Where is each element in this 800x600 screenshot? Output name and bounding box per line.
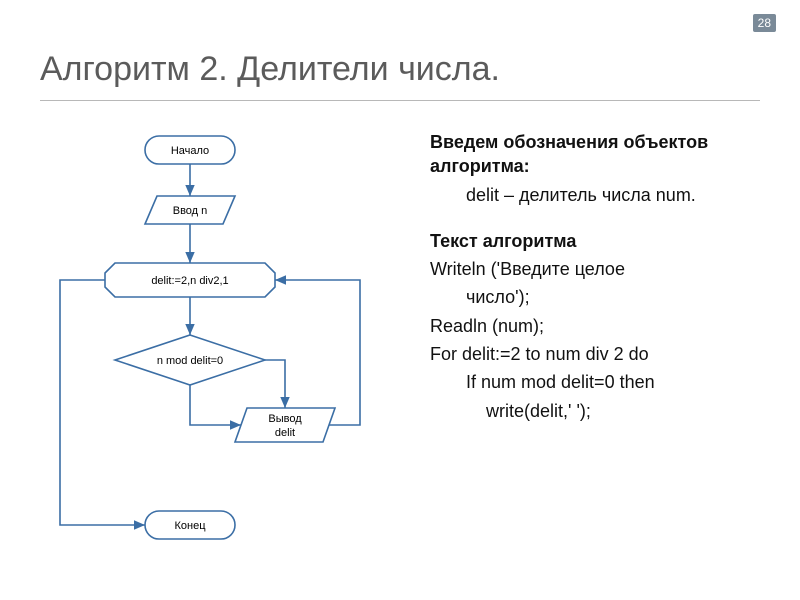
flow-node-end: Конец bbox=[145, 511, 235, 539]
algo-line-2: Readln (num); bbox=[430, 314, 760, 338]
algo-line-4: If num mod delit=0 then bbox=[430, 370, 760, 394]
page-number: 28 bbox=[753, 14, 776, 32]
notation-line: delit – делитель числа num. bbox=[430, 183, 760, 207]
algo-line-1a: Writeln ('Введите целое bbox=[430, 257, 760, 281]
algorithm-text: Введем обозначения объектов алгоритма: d… bbox=[430, 130, 760, 427]
svg-text:Начало: Начало bbox=[171, 145, 209, 157]
svg-text:Конец: Конец bbox=[174, 520, 206, 532]
title-rule bbox=[40, 100, 760, 101]
svg-text:Вывод: Вывод bbox=[268, 413, 302, 425]
svg-text:Ввод n: Ввод n bbox=[173, 205, 208, 217]
algo-heading: Текст алгоритма bbox=[430, 229, 760, 253]
algo-line-1b: число'); bbox=[430, 285, 760, 309]
flow-node-out: Вывод delit bbox=[235, 408, 335, 442]
content-area: Начало Ввод n delit:=2,n div2,1 n mod delit… bbox=[40, 120, 760, 580]
flow-node-input_n: Ввод n bbox=[145, 196, 235, 224]
flow-node-cond: n mod delit=0 bbox=[115, 335, 265, 385]
svg-text:delit: delit bbox=[275, 427, 295, 439]
flowchart: Начало Ввод n delit:=2,n div2,1 n mod delit… bbox=[40, 120, 380, 560]
flow-node-loop: delit:=2,n div2,1 bbox=[105, 263, 275, 297]
svg-text:n mod delit=0: n mod delit=0 bbox=[157, 355, 223, 367]
algo-line-3: For delit:=2 to num div 2 do bbox=[430, 342, 760, 366]
algo-line-5: write(delit,' '); bbox=[430, 399, 760, 423]
flow-node-start: Начало bbox=[145, 136, 235, 164]
page-title: Алгоритм 2. Делители числа. bbox=[40, 50, 500, 89]
notation-heading: Введем обозначения объектов алгоритма: bbox=[430, 130, 760, 179]
svg-text:delit:=2,n div2,1: delit:=2,n div2,1 bbox=[151, 275, 228, 287]
